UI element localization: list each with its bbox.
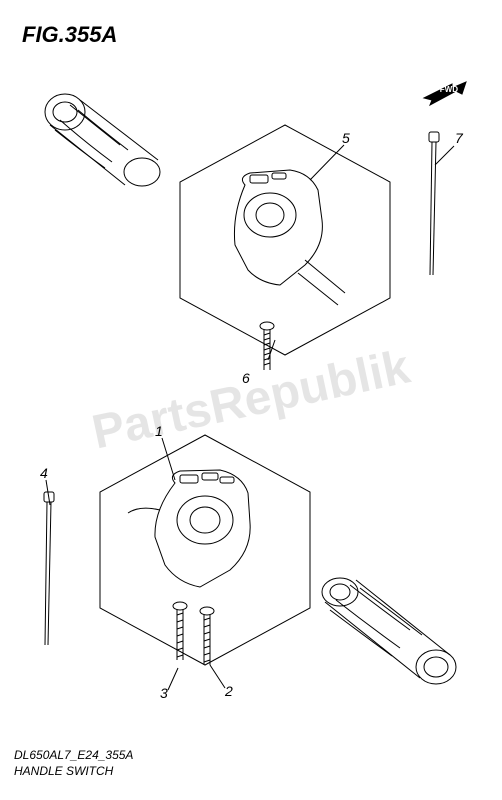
callout-6: 6 <box>242 370 250 386</box>
footer-code: DL650AL7_E24_355A <box>14 748 133 762</box>
callout-3: 3 <box>160 685 168 701</box>
callout-5: 5 <box>342 130 350 146</box>
leader-lines <box>0 0 502 800</box>
callout-1: 1 <box>155 423 163 439</box>
callout-2: 2 <box>225 683 233 699</box>
callout-7: 7 <box>455 130 463 146</box>
callout-4: 4 <box>40 465 48 481</box>
footer-name: HANDLE SWITCH <box>14 764 113 778</box>
